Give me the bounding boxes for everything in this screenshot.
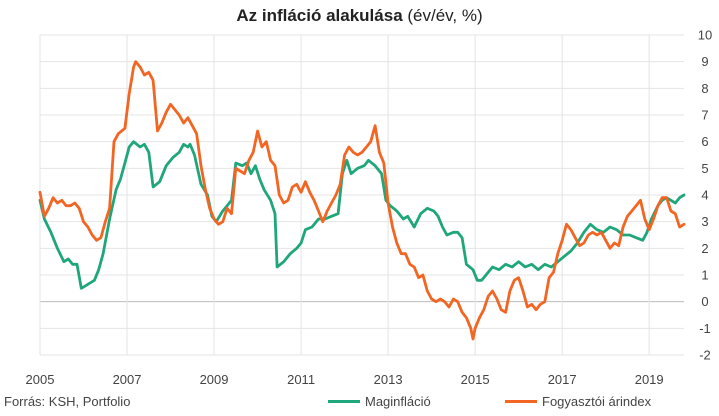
y-tick-label: 8 [701, 81, 708, 96]
y-tick-label: -1 [699, 321, 711, 336]
chart-title-bold: Az infláció alakulása [236, 6, 403, 25]
y-tick-label: 1 [701, 268, 708, 283]
x-tick-label: 2019 [635, 372, 664, 387]
y-tick-label: 9 [701, 54, 708, 69]
x-tick-label: 2005 [26, 372, 55, 387]
x-tick-label: 2011 [287, 372, 315, 387]
y-tick-label: 5 [701, 161, 708, 176]
x-tick-label: 2015 [461, 372, 490, 387]
legend-label-cpi: Fogyasztói árindex [542, 394, 652, 409]
y-tick-label: 6 [701, 134, 708, 149]
legend-item-core: Maginfláció [328, 394, 431, 409]
legend-label-core: Maginfláció [365, 394, 431, 409]
source-note: Forrás: KSH, Portfolio [4, 394, 131, 409]
legend-swatch-cpi [505, 400, 537, 403]
x-tick-label: 2013 [374, 372, 403, 387]
y-tick-label: 10 [698, 28, 712, 43]
legend-swatch-core [328, 400, 360, 403]
y-tick-label: 3 [701, 214, 708, 229]
series-line-cpi [38, 60, 686, 341]
chart-title-unit: (év/év, %) [402, 6, 483, 25]
y-tick-label: 7 [701, 108, 708, 123]
x-tick-label: 2007 [113, 372, 142, 387]
series-line-core [38, 140, 686, 290]
y-tick-label: 0 [701, 294, 708, 309]
y-tick-label: -2 [699, 348, 711, 363]
y-tick-label: 4 [701, 188, 708, 203]
chart-title: Az infláció alakulása (év/év, %) [0, 6, 719, 26]
legend-item-cpi: Fogyasztói árindex [505, 394, 651, 409]
x-tick-label: 2017 [548, 372, 577, 387]
y-tick-label: 2 [701, 241, 708, 256]
x-tick-label: 2009 [200, 372, 229, 387]
